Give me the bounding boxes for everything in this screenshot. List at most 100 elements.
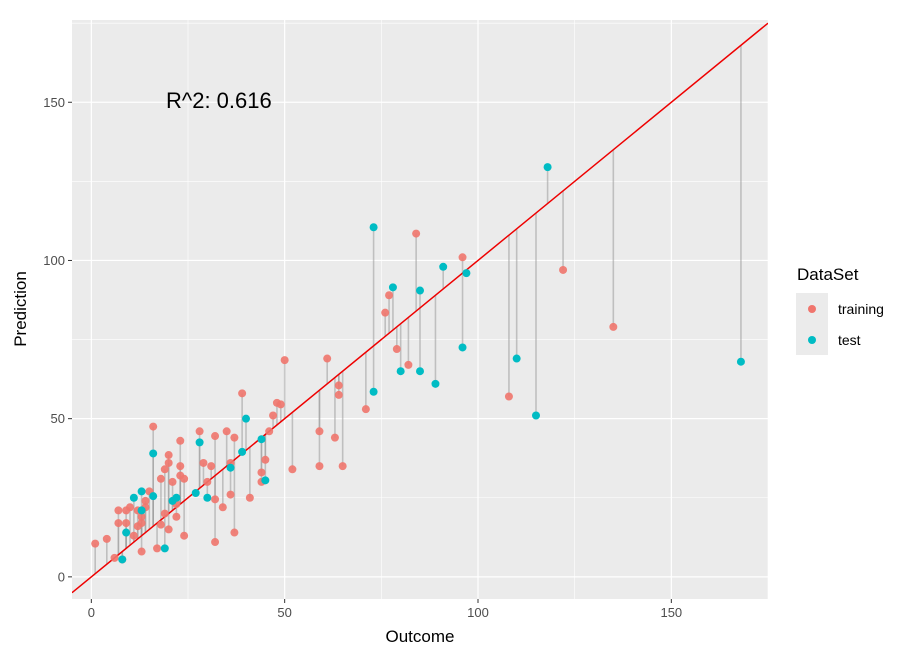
- point-test: [129, 493, 138, 502]
- point-training: [164, 451, 173, 460]
- point-test: [238, 447, 247, 456]
- legend: DataSet training test: [796, 265, 884, 355]
- point-training: [330, 433, 339, 442]
- point-training: [334, 381, 343, 390]
- point-training: [404, 360, 413, 369]
- point-training: [126, 503, 134, 512]
- point-training: [91, 539, 100, 548]
- point-training: [361, 405, 370, 414]
- point-test: [160, 544, 169, 553]
- r-squared-annotation: R^2: 0.616: [166, 88, 272, 113]
- point-training: [265, 427, 274, 436]
- point-training: [156, 474, 165, 483]
- point-test: [369, 387, 378, 396]
- point-training: [160, 465, 169, 474]
- point-training: [222, 427, 231, 436]
- point-test: [431, 379, 440, 388]
- point-training: [141, 496, 150, 505]
- point-training: [211, 495, 220, 504]
- point-training: [315, 427, 324, 436]
- point-training: [226, 490, 235, 499]
- point-training: [315, 462, 324, 471]
- point-training: [323, 354, 332, 363]
- point-test: [122, 528, 131, 537]
- point-training: [211, 538, 220, 547]
- point-training: [102, 534, 111, 543]
- point-test: [736, 357, 745, 366]
- point-test: [149, 449, 158, 458]
- legend-marker-training: [808, 305, 816, 313]
- point-training: [338, 462, 347, 471]
- point-training: [230, 433, 239, 442]
- point-test: [242, 414, 250, 423]
- point-training: [207, 462, 216, 471]
- point-test: [149, 492, 158, 501]
- point-training: [180, 531, 189, 540]
- point-test: [137, 506, 146, 515]
- y-tick-label: 50: [51, 411, 65, 426]
- point-training: [137, 519, 146, 528]
- point-test: [396, 367, 405, 376]
- point-training: [156, 520, 165, 529]
- identity-line: [72, 22, 768, 594]
- reference-line: [72, 22, 768, 594]
- x-tick-label: 0: [88, 605, 95, 620]
- point-training: [381, 308, 390, 317]
- point-training: [385, 291, 394, 300]
- y-tick-label: 100: [43, 253, 65, 268]
- point-training: [269, 411, 278, 420]
- point-test: [369, 223, 378, 232]
- point-test: [261, 476, 270, 485]
- point-training: [412, 229, 421, 238]
- point-training: [164, 525, 173, 534]
- data-points: [91, 163, 745, 564]
- point-test: [532, 411, 540, 420]
- point-test: [416, 367, 424, 376]
- point-training: [176, 436, 185, 445]
- point-test: [195, 438, 204, 447]
- point-test: [543, 163, 552, 172]
- y-tick-label: 150: [43, 95, 65, 110]
- point-training: [559, 265, 568, 274]
- point-training: [199, 458, 208, 467]
- point-training: [458, 253, 467, 262]
- point-training: [149, 422, 158, 431]
- point-test: [388, 283, 397, 292]
- point-training: [203, 477, 212, 486]
- x-tick-label: 150: [660, 605, 682, 620]
- point-test: [118, 555, 127, 564]
- y-axis-ticks: 0 50 100 150: [43, 95, 72, 584]
- watermark: @稀土掘金技术社区: [766, 632, 892, 648]
- point-training: [195, 427, 204, 436]
- point-training: [129, 531, 138, 540]
- point-training: [280, 356, 289, 365]
- y-axis-title: Prediction: [11, 271, 30, 347]
- point-training: [137, 547, 146, 556]
- major-gridlines: [72, 20, 768, 599]
- point-training: [218, 503, 227, 512]
- legend-label-training: training: [838, 301, 884, 317]
- legend-marker-test: [808, 336, 816, 344]
- legend-title: DataSet: [797, 265, 859, 284]
- point-test: [137, 487, 146, 496]
- point-training: [114, 519, 123, 528]
- point-test: [257, 435, 266, 444]
- point-training: [137, 512, 146, 521]
- point-training: [392, 345, 401, 354]
- point-training: [172, 512, 181, 521]
- legend-label-test: test: [838, 332, 861, 348]
- x-axis-ticks: 0 50 100 150: [88, 599, 682, 620]
- point-training: [230, 528, 239, 537]
- point-test: [172, 493, 181, 502]
- point-training: [160, 509, 169, 518]
- point-training: [153, 544, 162, 553]
- point-test: [416, 286, 424, 295]
- point-test: [462, 269, 471, 278]
- point-test: [458, 343, 467, 352]
- y-tick-label: 0: [58, 569, 65, 584]
- x-tick-label: 100: [467, 605, 489, 620]
- point-training: [288, 465, 297, 474]
- point-training: [164, 458, 173, 467]
- point-test: [191, 489, 200, 498]
